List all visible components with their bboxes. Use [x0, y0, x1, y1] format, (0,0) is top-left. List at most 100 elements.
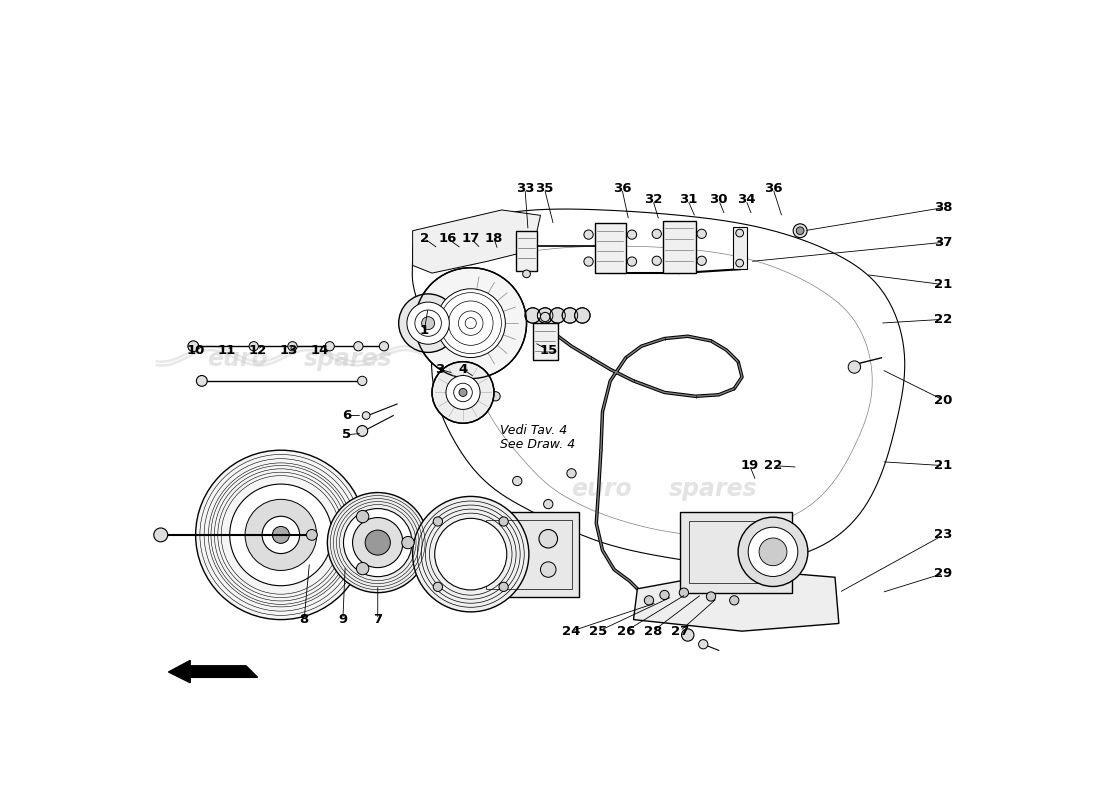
Circle shape [525, 308, 540, 323]
Text: See Draw. 4: See Draw. 4 [500, 438, 575, 450]
Circle shape [499, 582, 508, 591]
Circle shape [407, 302, 449, 344]
Circle shape [446, 375, 480, 410]
Circle shape [197, 375, 207, 386]
Circle shape [513, 476, 521, 486]
Text: 1: 1 [420, 324, 429, 338]
Circle shape [433, 582, 442, 591]
Text: 16: 16 [438, 232, 456, 245]
Circle shape [736, 230, 744, 237]
Circle shape [326, 342, 334, 351]
Circle shape [682, 629, 694, 641]
Text: 38: 38 [934, 201, 953, 214]
Polygon shape [412, 210, 540, 273]
Circle shape [459, 389, 468, 397]
Circle shape [398, 294, 458, 353]
Text: 22: 22 [934, 313, 953, 326]
Circle shape [679, 588, 689, 598]
Text: 25: 25 [590, 625, 607, 638]
Circle shape [307, 530, 317, 540]
Text: 13: 13 [279, 344, 298, 357]
Circle shape [356, 562, 369, 574]
Circle shape [354, 342, 363, 351]
Circle shape [434, 518, 507, 590]
Circle shape [759, 538, 786, 566]
Bar [532, 323, 558, 360]
Text: 28: 28 [644, 625, 662, 638]
Circle shape [356, 510, 369, 522]
Circle shape [748, 527, 797, 577]
Text: spares: spares [320, 569, 408, 593]
Text: spares: spares [669, 477, 757, 501]
Circle shape [273, 526, 289, 543]
Text: euro: euro [222, 569, 284, 593]
Text: 4: 4 [459, 363, 468, 376]
Text: 5: 5 [342, 428, 351, 442]
Text: 36: 36 [613, 182, 631, 195]
Text: 9: 9 [339, 613, 348, 626]
Circle shape [196, 450, 366, 619]
Polygon shape [428, 334, 494, 396]
Circle shape [729, 596, 739, 605]
Circle shape [466, 499, 475, 509]
Text: 17: 17 [462, 232, 480, 245]
Circle shape [796, 227, 804, 234]
Text: euro: euro [572, 477, 632, 501]
Circle shape [652, 230, 661, 238]
Polygon shape [634, 570, 839, 631]
Circle shape [574, 308, 590, 323]
Circle shape [550, 308, 565, 323]
Polygon shape [180, 666, 257, 678]
Circle shape [660, 590, 669, 599]
Text: 23: 23 [934, 529, 953, 542]
Circle shape [566, 469, 576, 478]
Circle shape [539, 530, 558, 548]
Text: 34: 34 [737, 194, 755, 206]
Text: 24: 24 [562, 625, 581, 638]
Text: 14: 14 [310, 344, 329, 357]
Polygon shape [168, 661, 190, 682]
Text: 8: 8 [299, 613, 309, 626]
Text: 21: 21 [934, 459, 953, 472]
Text: 27: 27 [671, 625, 689, 638]
Circle shape [540, 312, 550, 322]
Text: 12: 12 [249, 344, 266, 357]
Circle shape [584, 230, 593, 239]
Text: 3: 3 [436, 363, 444, 376]
Text: 18: 18 [485, 232, 503, 245]
Bar [733, 227, 747, 270]
Circle shape [358, 376, 367, 386]
Bar [690, 521, 783, 583]
Circle shape [412, 496, 529, 612]
Text: euro: euro [207, 347, 268, 371]
Circle shape [437, 289, 505, 358]
Bar [486, 519, 572, 589]
Circle shape [365, 530, 390, 555]
Circle shape [353, 518, 403, 568]
Bar [663, 221, 695, 273]
Circle shape [562, 308, 578, 323]
Text: 6: 6 [342, 409, 351, 422]
Circle shape [402, 537, 415, 549]
Circle shape [499, 517, 508, 526]
Text: 21: 21 [934, 278, 953, 291]
Circle shape [343, 509, 412, 577]
Circle shape [356, 426, 367, 436]
Text: 19: 19 [740, 459, 759, 472]
Circle shape [540, 562, 556, 578]
Circle shape [421, 317, 434, 330]
Text: 30: 30 [710, 194, 728, 206]
Text: spares: spares [304, 347, 393, 371]
Bar [478, 512, 580, 597]
Text: 36: 36 [763, 182, 782, 195]
Circle shape [627, 257, 637, 266]
Circle shape [328, 493, 428, 593]
Circle shape [543, 499, 553, 509]
Circle shape [362, 412, 370, 419]
Circle shape [415, 268, 527, 378]
Bar [680, 512, 792, 593]
Text: 31: 31 [679, 194, 697, 206]
Circle shape [432, 362, 494, 423]
Text: 22: 22 [763, 459, 782, 472]
Circle shape [697, 256, 706, 266]
